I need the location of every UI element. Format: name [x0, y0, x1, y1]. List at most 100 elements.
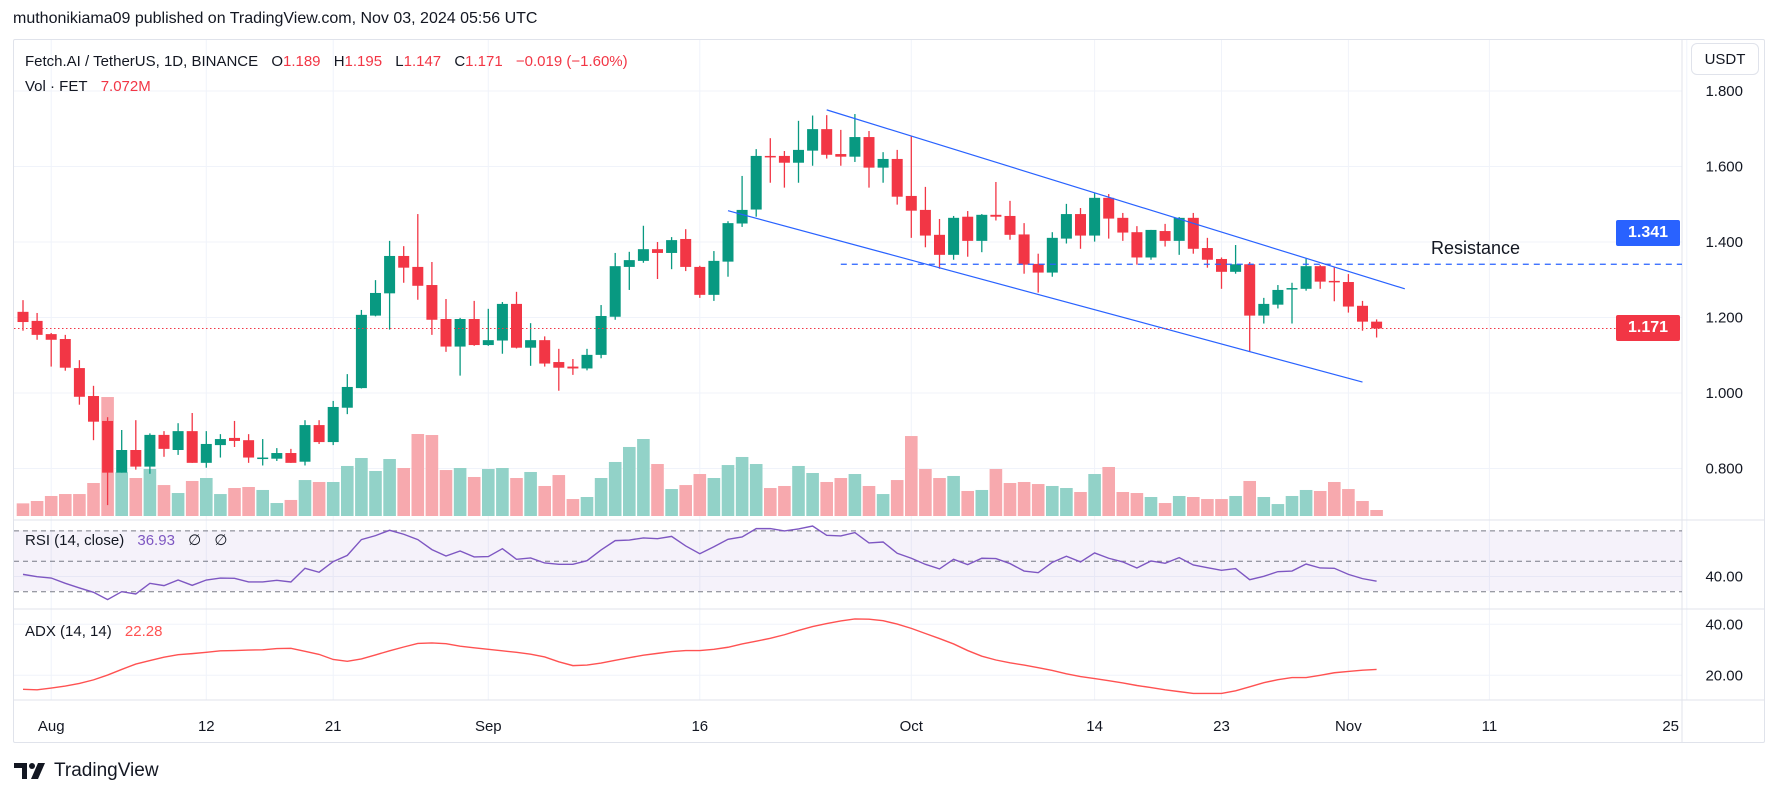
candle-body — [1103, 197, 1115, 219]
candle-body — [1046, 237, 1058, 273]
volume-bar — [890, 480, 904, 516]
time-tick-label: 11 — [1482, 718, 1498, 735]
volume-bar — [623, 446, 636, 516]
adx-line — [22, 618, 1377, 695]
adx-value: 22.28 — [124, 623, 163, 640]
close-label: C — [454, 53, 466, 70]
currency-button[interactable]: USDT — [1691, 43, 1759, 75]
candle-body — [384, 255, 396, 294]
time-axis[interactable]: Aug 12 21 Sep 16 Oct 14 23 Nov 11 25 — [38, 718, 1679, 735]
candle-body — [1230, 264, 1242, 272]
volume-bar — [171, 493, 185, 516]
candle-body — [412, 266, 424, 286]
volume-bar — [1328, 481, 1341, 516]
volume-bar — [341, 465, 354, 516]
volume-bar — [16, 503, 30, 516]
rsi-label[interactable]: RSI (14, close) — [25, 532, 125, 549]
volume-bar — [580, 497, 594, 516]
candle-body — [214, 439, 226, 446]
publish-line: muthonikiama09 published on TradingView.… — [13, 10, 538, 27]
tradingview-logo[interactable]: TradingView — [14, 760, 159, 782]
candle-body — [666, 240, 678, 253]
candle-body — [1089, 197, 1101, 236]
adx-tick-label: 40.00 — [1705, 616, 1743, 633]
candle-body — [1258, 303, 1270, 316]
volume-bar — [1257, 497, 1271, 516]
candle-body — [581, 354, 593, 369]
candle-body — [990, 214, 1002, 217]
volume-bar — [1031, 484, 1045, 516]
volume-value: 7.072M — [100, 78, 151, 95]
candle-body — [440, 319, 452, 347]
candle-body — [313, 425, 325, 443]
candle-body — [355, 314, 367, 389]
volume-bar — [651, 464, 664, 516]
volume-bar — [524, 471, 537, 516]
volume-bar — [129, 478, 143, 516]
candle-body — [73, 368, 85, 397]
volume-bar — [115, 472, 128, 516]
time-tick-label: 12 — [198, 718, 215, 735]
indicator-lines — [22, 525, 1377, 695]
volume-bar — [411, 433, 425, 516]
volume-bar — [1313, 490, 1327, 516]
price-tick-label: 0.800 — [1705, 461, 1743, 478]
candle-body — [1145, 229, 1157, 258]
volume-bar — [1060, 488, 1073, 516]
resistance-annotation[interactable]: Resistance — [1431, 238, 1521, 258]
volume-bar — [200, 478, 213, 516]
adx-label[interactable]: ADX (14, 14) — [25, 623, 112, 640]
candle-body — [948, 217, 960, 255]
volume-bar — [369, 470, 382, 516]
volume-bar — [270, 503, 284, 516]
grid — [14, 40, 1688, 700]
candle-body — [130, 450, 142, 467]
volume-bar — [594, 478, 608, 516]
time-tick-label: 23 — [1213, 718, 1230, 735]
candle-body — [807, 129, 819, 151]
volume-bar — [1356, 500, 1369, 516]
chart-frame — [13, 39, 1765, 743]
price-axis[interactable]: 0.800 1.000 1.200 1.400 1.600 1.800 40.00 40.00… — [1705, 83, 1743, 684]
drawings[interactable] — [14, 109, 1682, 383]
volume-bar — [1144, 497, 1158, 516]
volume-bar — [693, 474, 707, 516]
volume-bar — [355, 457, 368, 516]
adx-tick-label: 20.00 — [1705, 667, 1743, 684]
volume-bar — [905, 436, 918, 516]
volume-bar — [1187, 497, 1200, 516]
candle-body — [1314, 266, 1326, 282]
candle-body — [1216, 258, 1227, 272]
candle-body — [1300, 266, 1312, 289]
price-tick-label: 1.400 — [1705, 234, 1743, 251]
candle-body — [45, 334, 57, 340]
volume-bar — [820, 481, 833, 516]
last-price-tag: 1.171 — [1616, 315, 1680, 341]
high-label: H — [333, 53, 345, 70]
rsi-line — [22, 525, 1377, 601]
volume-bar — [214, 494, 227, 516]
volume-bar — [1017, 481, 1031, 516]
volume-bar — [326, 481, 340, 516]
candle-body — [567, 366, 579, 369]
candle-body — [637, 249, 649, 261]
volume-label[interactable]: Vol · FET — [25, 78, 88, 95]
volume-bar — [1088, 474, 1101, 516]
candle-body — [694, 266, 706, 295]
volume-bar — [59, 494, 72, 516]
time-tick-label: Aug — [38, 718, 65, 735]
candle-body — [1159, 231, 1171, 241]
candle-body — [835, 154, 847, 157]
candle-body — [849, 137, 861, 157]
volume-bar — [637, 439, 650, 516]
volume-bar — [157, 485, 171, 516]
candle-body — [144, 434, 156, 467]
symbol-title[interactable]: Fetch.AI / TetherUS, 1D, BINANCE — [25, 53, 259, 70]
candle-body — [271, 453, 283, 459]
volume-bar — [961, 490, 974, 516]
candle-body — [708, 260, 720, 295]
volume-bar — [87, 483, 100, 516]
volume-bar — [1158, 503, 1172, 516]
volume-bar — [919, 469, 932, 516]
